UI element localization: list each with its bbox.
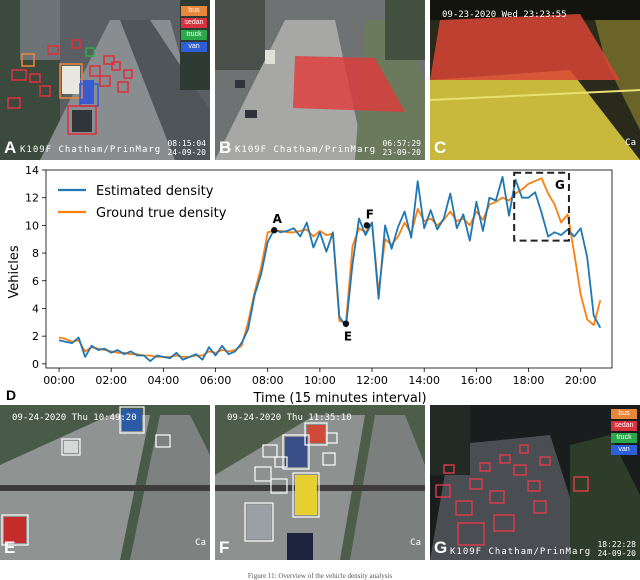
camera-time-line1: 06:57:29 [382, 139, 421, 148]
y-axis-label: Vehicles [7, 245, 22, 298]
annotation-label-g: G [555, 178, 565, 192]
camera-time-text: 06:57:29 23-09-20 [382, 139, 421, 157]
camera-time-line1: 18:22:28 [597, 540, 636, 549]
legend-tag-bus: bus [181, 6, 207, 16]
panel-e-scene [0, 405, 210, 560]
annotation-point-f [363, 222, 371, 229]
legend-tag-bus: bus [611, 409, 637, 419]
legend-tag-truck: truck [611, 433, 637, 443]
panel-a-scene [0, 0, 210, 160]
camera-time-line1: 08:15:04 [167, 139, 206, 148]
camera-timestamp-text: 09-24-2020 Thu 11:35:10 [227, 413, 352, 423]
camera-location-text: K109F Chatham/PrinMarg [235, 145, 377, 155]
x-tick-label: 06:00 [200, 374, 232, 387]
panel-c-scene [430, 0, 640, 160]
x-tick-label: 18:00 [513, 374, 545, 387]
annotation-label-a: A [273, 212, 283, 226]
camera-corner-text: Ca [625, 138, 636, 148]
series-line-ground-truth [58, 177, 602, 358]
x-tick-label: 02:00 [95, 374, 127, 387]
panel-g-scene [430, 405, 640, 560]
camera-time-line2: 24-09-20 [597, 549, 636, 558]
x-tick-label: 10:00 [304, 374, 336, 387]
y-tick-label: 2 [32, 330, 39, 343]
chart-ticks: 00:00 02:00 04:00 06:00 08:00 10:00 12:00 14:00… [25, 164, 597, 387]
panel-f-camera-image: 09-24-2020 Thu 11:35:10 Ca F [215, 405, 425, 560]
annotation-label-e: E [344, 330, 352, 344]
chart-annotations: A E F G [271, 171, 570, 344]
series-line-estimated [58, 175, 602, 363]
panel-label-e: E [4, 538, 16, 557]
camera-corner-text: Ca [410, 538, 421, 548]
chart-axes [45, 169, 613, 369]
panel-a-camera-image: bus sedan truck van K109F Chatham/PrinMa… [0, 0, 210, 160]
x-tick-label: 20:00 [565, 374, 597, 387]
camera-time-text: 08:15:04 24-09-20 [167, 139, 206, 157]
x-tick-label: 08:00 [252, 374, 284, 387]
camera-location-text: K109F Chatham/PrinMarg [450, 547, 592, 557]
camera-time-line2: 24-09-20 [167, 148, 206, 157]
x-tick-label: 14:00 [408, 374, 440, 387]
y-tick-label: 0 [32, 358, 39, 371]
x-tick-label: 16:00 [461, 374, 493, 387]
x-tick-label: 00:00 [43, 374, 75, 387]
camera-timestamp-text: 09-24-2020 Thu 10:49:20 [12, 413, 137, 423]
legend-tag-van: van [611, 445, 637, 455]
legend-tag-van: van [181, 42, 207, 52]
y-tick-label: 12 [25, 192, 39, 205]
chart-legend: Estimated density Ground true density [58, 184, 227, 221]
x-tick-label: 04:00 [148, 374, 180, 387]
panel-c-camera-image: 09-23-2020 Wed 23:23:55 Ca C [430, 0, 640, 160]
panel-e-camera-image: 09-24-2020 Thu 10:49:20 Ca E [0, 405, 210, 560]
annotation-label-f: F [366, 207, 374, 221]
x-tick-label: 12:00 [356, 374, 388, 387]
legend-tag-truck: truck [181, 30, 207, 40]
highlight-box-g [513, 171, 570, 242]
panel-f-scene [215, 405, 425, 560]
density-line-chart: 00:00 02:00 04:00 06:00 08:00 10:00 12:00 14:00… [6, 164, 613, 405]
y-tick-label: 10 [25, 219, 39, 232]
camera-corner-text: Ca [195, 538, 206, 548]
legend-tag-sedan: sedan [611, 421, 637, 431]
panel-label-f: F [219, 538, 230, 557]
panel-label-a: A [4, 138, 17, 157]
panel-label-c: C [434, 138, 447, 157]
annotation-point-e [342, 320, 350, 327]
y-tick-label: 14 [25, 164, 39, 177]
chart-series [58, 175, 602, 363]
panel-g-camera-image: bus sedan truck van K109F Chatham/PrinMa… [430, 405, 640, 560]
y-tick-label: 6 [32, 275, 39, 288]
panel-b-scene [215, 0, 425, 160]
plot-frame [45, 169, 613, 369]
x-axis-label: Time (15 minutes interval) [252, 391, 426, 405]
legend-label: Estimated density [96, 184, 214, 199]
y-tick-label: 8 [32, 247, 39, 260]
camera-location-text: K109F Chatham/PrinMarg [20, 145, 162, 155]
camera-timestamp-text: 09-23-2020 Wed 23:23:55 [442, 10, 567, 20]
y-tick-label: 4 [32, 302, 39, 315]
legend-tag-sedan: sedan [181, 18, 207, 28]
panel-label-d: D [6, 387, 16, 403]
panel-label-g: G [434, 538, 448, 557]
annotation-point-a [271, 227, 278, 234]
figure-caption: Figure 11: Overview of the vehicle densi… [247, 572, 393, 580]
panel-label-b: B [219, 138, 232, 157]
camera-time-line2: 23-09-20 [382, 148, 421, 157]
camera-time-text: 18:22:28 24-09-20 [597, 540, 636, 558]
legend-label: Ground true density [96, 206, 227, 221]
panel-b-camera-image: K109F Chatham/PrinMarg 06:57:29 23-09-20… [215, 0, 425, 160]
